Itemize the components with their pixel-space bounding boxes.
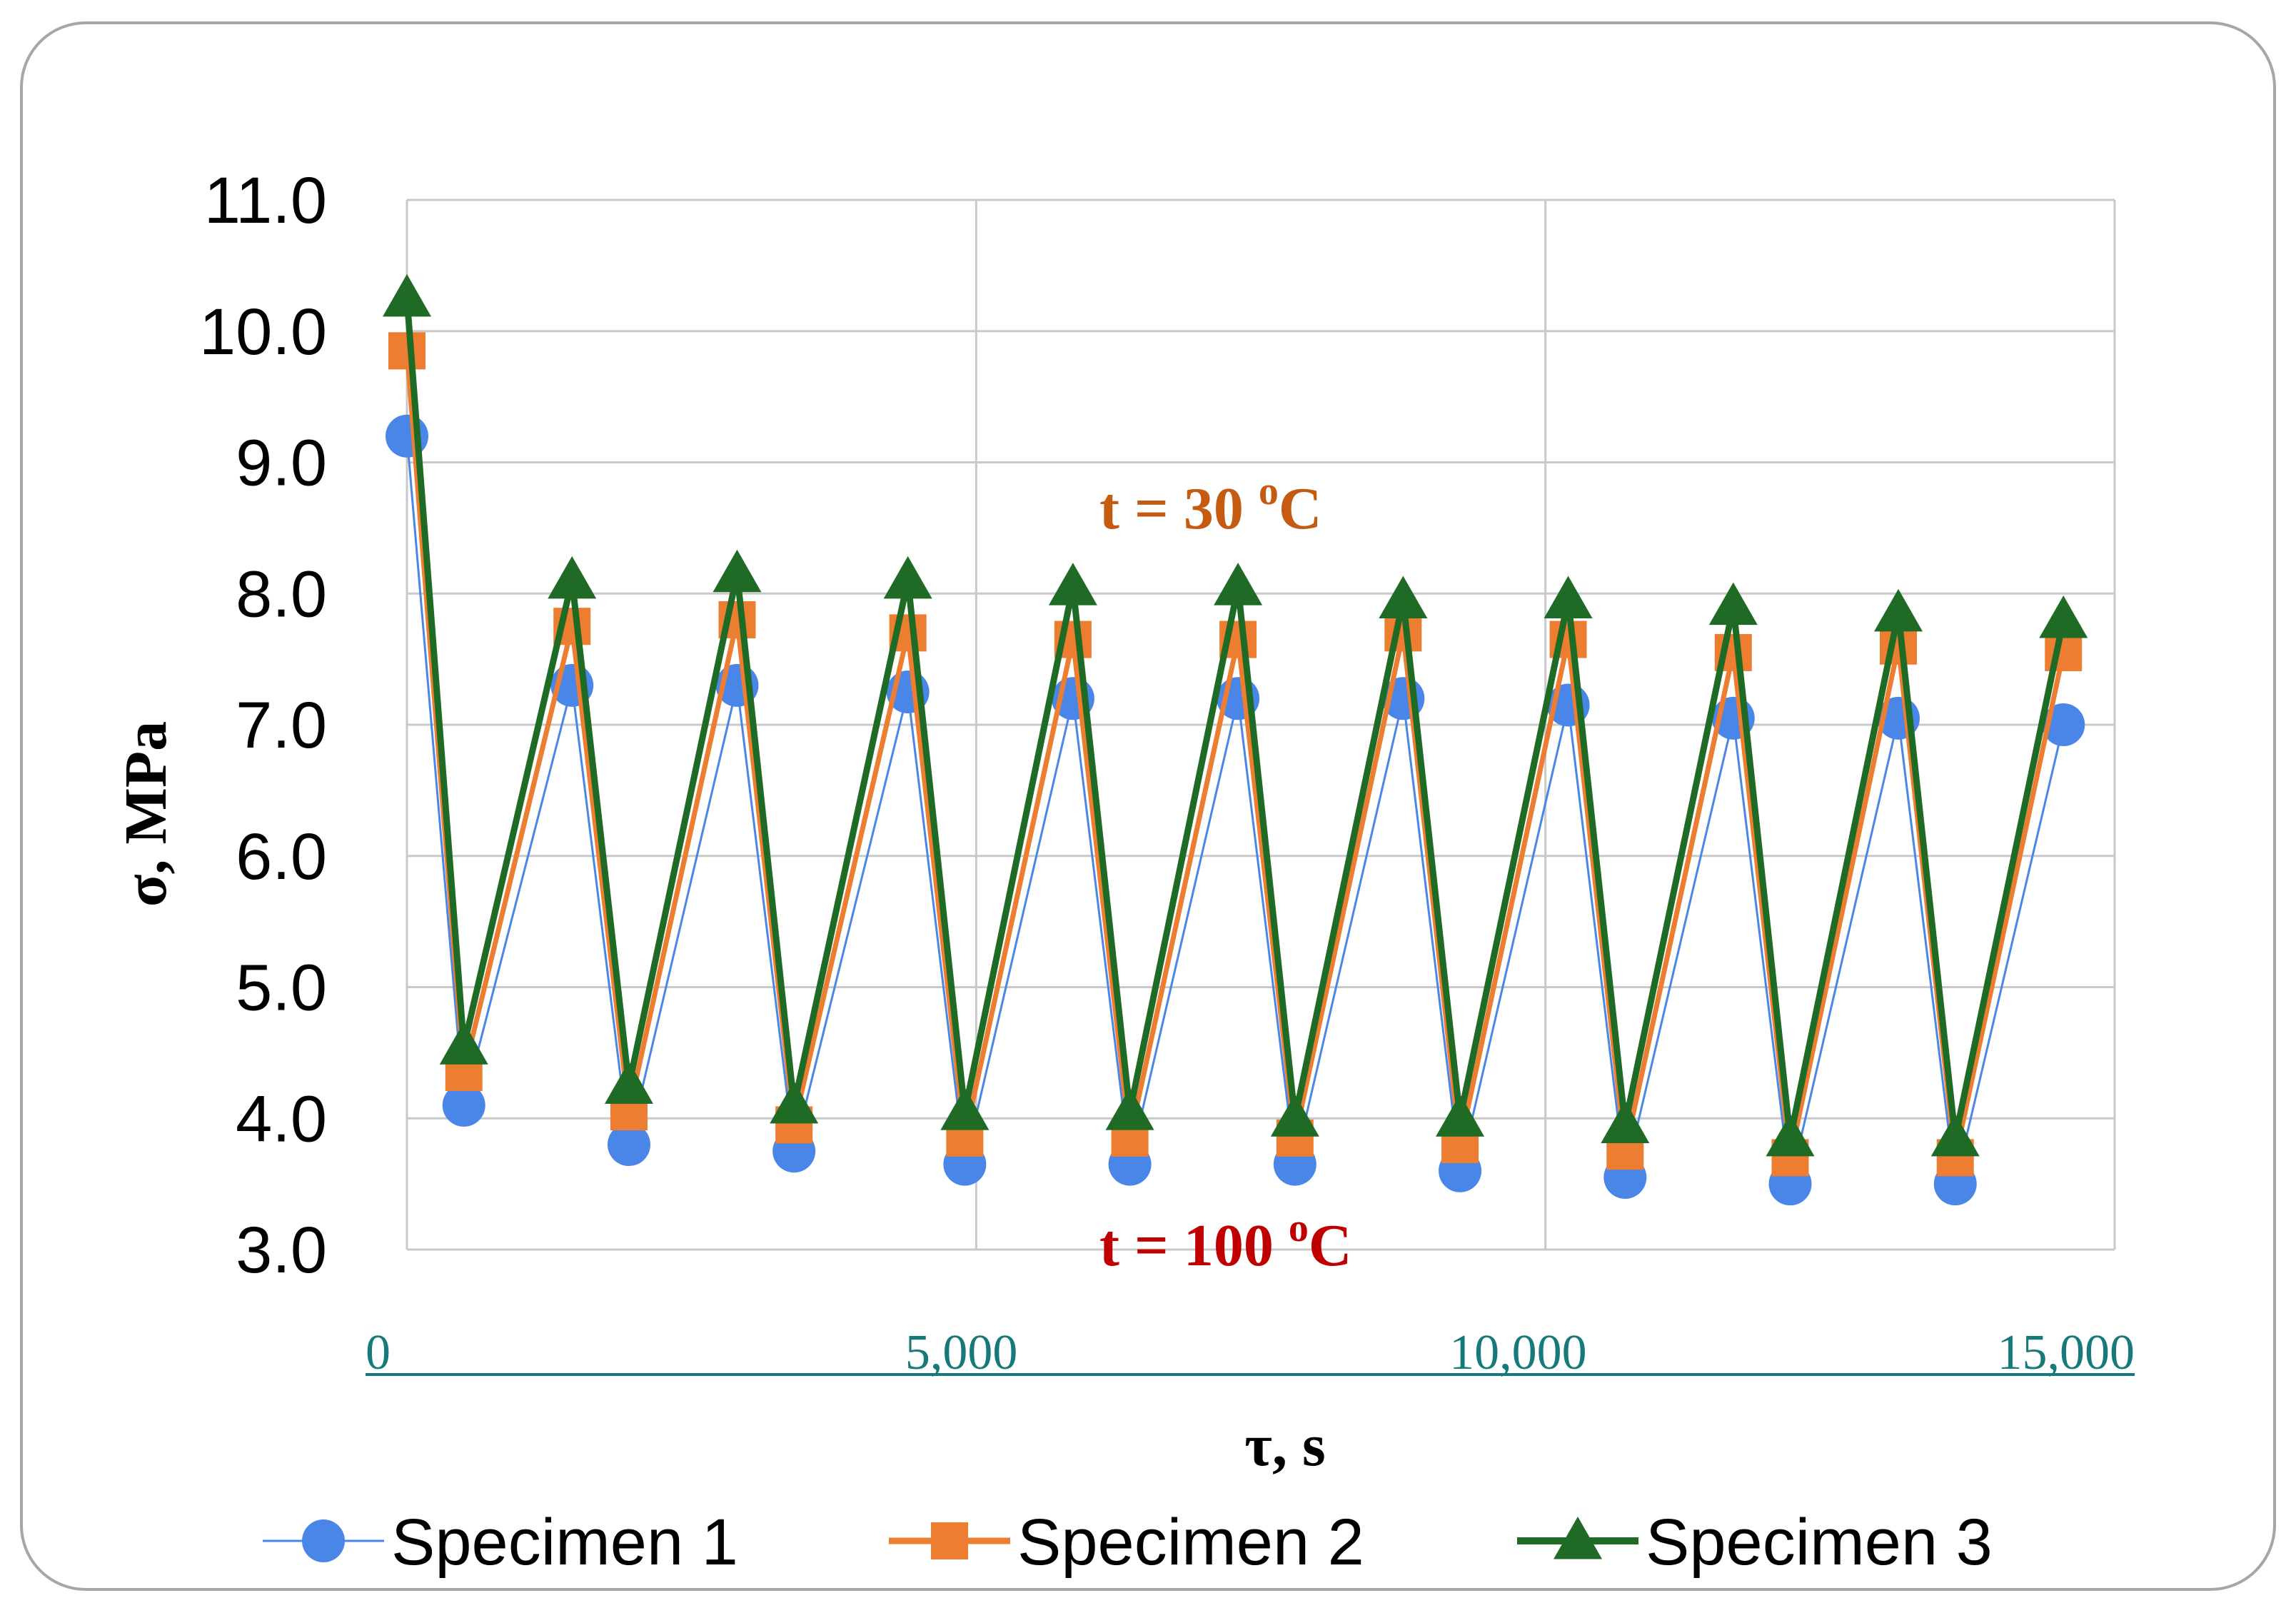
data-point — [883, 556, 932, 599]
y-axis-ticks: 3.0 4.0 5.0 6.0 7.0 8.0 9.0 10.0 11.0 — [199, 164, 327, 1287]
y-tick-label: 5.0 — [236, 952, 327, 1025]
data-point — [2039, 596, 2088, 638]
y-tick-label: 6.0 — [236, 820, 327, 893]
chart-frame — [20, 21, 2276, 1591]
x-tick-label: 10,000 — [1449, 1325, 1587, 1380]
data-point — [713, 549, 762, 593]
y-tick-label: 3.0 — [236, 1214, 327, 1287]
annotation-unit: C — [1309, 1212, 1352, 1279]
legend-label: Specimen 1 — [391, 1506, 738, 1579]
gridlines — [406, 199, 2116, 1251]
temperature-annotation: t = 100 oC — [1099, 1206, 1352, 1279]
legend-label: Specimen 2 — [1017, 1506, 1364, 1579]
data-point — [2045, 633, 2083, 671]
annotation-text: t = 30 — [1099, 476, 1259, 542]
data-point — [1708, 582, 1758, 625]
x-tick-label: 5,000 — [905, 1325, 1018, 1380]
data-point — [302, 1519, 345, 1562]
legend: Specimen 1 Specimen 2 Specimen 3 — [263, 1506, 1993, 1579]
x-axis: 0 5,000 10,000 15,000 — [366, 1325, 2135, 1380]
data-point — [383, 273, 431, 317]
data-point — [931, 1522, 968, 1559]
data-point — [1554, 1517, 1602, 1559]
y-tick-label: 11.0 — [204, 164, 327, 237]
data-point — [439, 1022, 488, 1065]
data-point — [607, 1123, 650, 1166]
data-point — [940, 1087, 990, 1130]
data-point — [548, 556, 597, 599]
y-tick-label: 8.0 — [236, 558, 327, 630]
annotation-unit: C — [1279, 476, 1322, 542]
data-point — [604, 1061, 653, 1104]
legend-item-3: Specimen 3 — [1517, 1506, 1993, 1579]
data-point — [1436, 1094, 1485, 1137]
data-point — [1544, 576, 1593, 618]
data-point — [1048, 563, 1097, 605]
legend-label: Specimen 3 — [1646, 1506, 1993, 1579]
x-tick-label: 0 — [366, 1325, 391, 1380]
data-point — [1105, 1087, 1154, 1130]
y-tick-label: 10.0 — [199, 296, 327, 368]
annotation-sup: o — [1259, 469, 1279, 513]
y-tick-label: 4.0 — [236, 1082, 327, 1155]
temperature-annotation: t = 30 oC — [1099, 469, 1322, 542]
y-tick-label: 7.0 — [236, 689, 327, 762]
data-point — [1270, 1094, 1319, 1137]
data-point — [442, 1083, 485, 1127]
data-point — [770, 1080, 819, 1124]
x-tick-label: 15,000 — [1998, 1325, 2135, 1380]
annotation-sup: o — [1289, 1206, 1309, 1250]
data-point — [1214, 563, 1263, 605]
series-group — [383, 273, 2088, 1206]
data-point — [1379, 576, 1428, 618]
x-axis-label: τ, s — [1244, 1412, 1325, 1479]
data-point — [1766, 1113, 1815, 1157]
annotation-text: t = 100 — [1099, 1212, 1289, 1279]
data-point — [1930, 1113, 1980, 1157]
y-axis-label: σ, MPa — [113, 721, 179, 907]
y-tick-label: 9.0 — [236, 427, 327, 500]
series-3 — [383, 273, 2088, 1157]
data-point — [1601, 1100, 1650, 1143]
annotations: t = 30 oCt = 100 oC — [1099, 469, 1352, 1279]
legend-item-2: Specimen 2 — [889, 1506, 1364, 1579]
legend-item-1: Specimen 1 — [263, 1506, 738, 1579]
data-point — [386, 414, 428, 458]
data-point — [1874, 588, 1923, 632]
